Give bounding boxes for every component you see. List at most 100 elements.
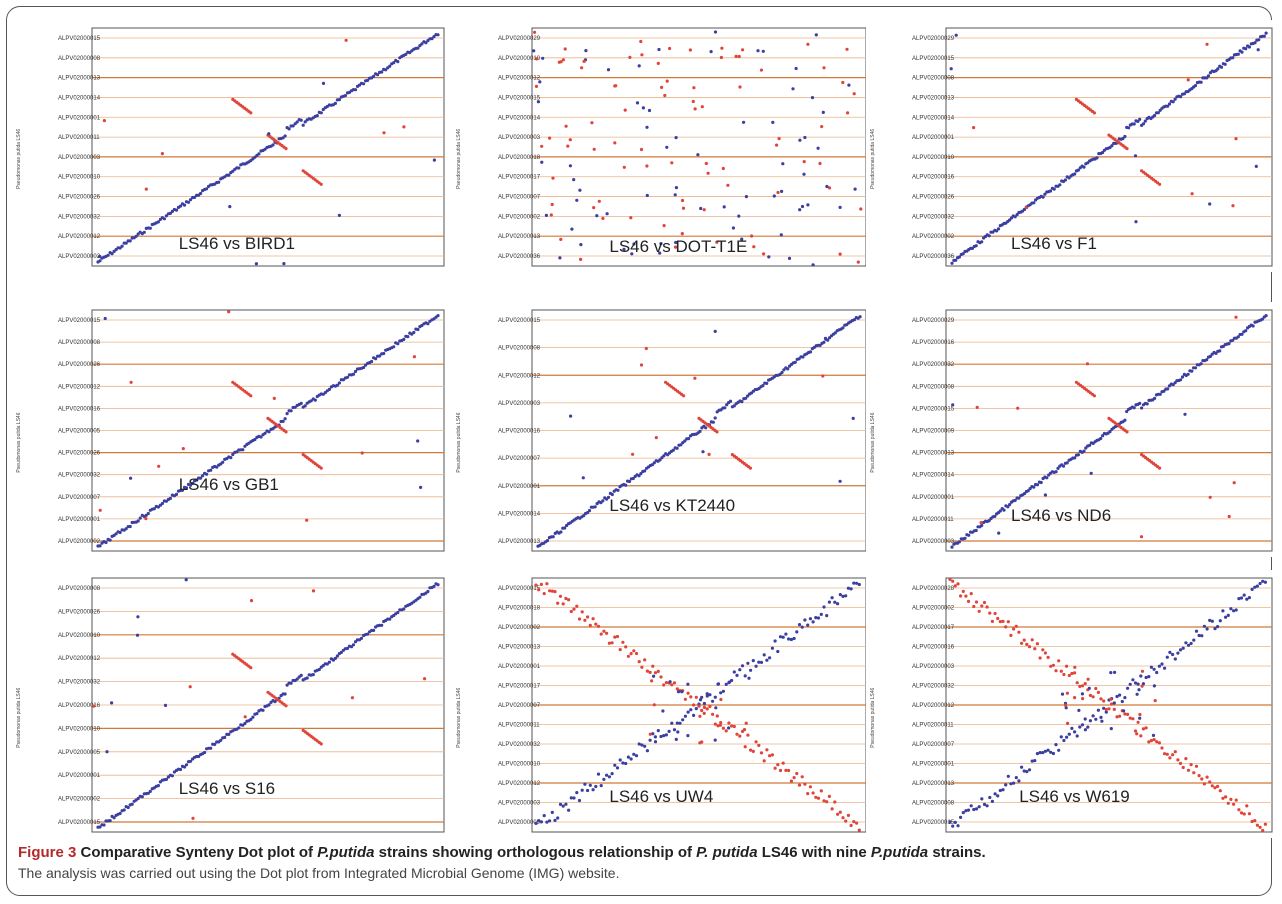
forward-match-dot — [1070, 726, 1074, 730]
forward-match-dot — [1167, 102, 1172, 106]
forward-match-dot — [721, 689, 725, 693]
forward-match-dot — [532, 49, 536, 53]
y-tick-label: ALPV02000015 — [58, 36, 101, 42]
forward-match-dot — [1141, 122, 1146, 126]
reverse-match-dot — [844, 819, 848, 823]
forward-match-dot — [182, 203, 187, 207]
forward-match-dot — [1231, 338, 1235, 342]
reverse-match-dot — [816, 796, 821, 800]
reverse-match-dot — [814, 795, 818, 799]
y-tick-label: ALPV02000036 — [912, 254, 955, 260]
forward-match-dot — [1120, 699, 1124, 704]
forward-match-dot — [259, 435, 263, 439]
reverse-match-dot — [556, 601, 560, 605]
reverse-match-dot — [969, 592, 973, 596]
forward-match-dot — [1218, 349, 1222, 353]
caption-part: LS46 with nine — [757, 844, 871, 861]
forward-match-dot — [180, 488, 185, 492]
y-tick-label: ALPV02000029 — [912, 36, 955, 42]
forward-match-dot — [1046, 748, 1050, 752]
forward-match-dot — [1192, 638, 1196, 642]
forward-match-dot — [632, 242, 636, 246]
forward-match-dot — [301, 123, 305, 127]
forward-match-dot — [1110, 144, 1114, 148]
y-tick-label: ALPV02000002 — [498, 214, 541, 220]
forward-match-dot — [1101, 150, 1105, 155]
forward-match-dot — [1132, 122, 1136, 126]
forward-match-dot — [1101, 434, 1105, 438]
reverse-match-dot — [754, 740, 758, 744]
reverse-match-dot — [1202, 782, 1206, 786]
reverse-match-dot — [737, 54, 741, 59]
forward-match-dot — [977, 805, 981, 809]
y-tick-label: ALPV02000001 — [58, 773, 101, 779]
reverse-match-dot — [762, 252, 766, 256]
forward-match-dot — [686, 682, 690, 686]
reverse-match-dot — [1149, 739, 1153, 743]
reverse-match-dot — [1226, 801, 1230, 805]
reverse-match-dot — [784, 768, 788, 772]
forward-match-dot — [846, 586, 850, 590]
y-axis-title: Pseudomonas putida LS46 — [456, 129, 462, 189]
forward-match-dot — [188, 483, 193, 487]
forward-match-dot — [257, 152, 261, 156]
forward-match-dot — [263, 431, 267, 435]
forward-match-dot — [1123, 696, 1127, 700]
forward-match-dot — [974, 244, 978, 248]
forward-match-dot — [1253, 41, 1257, 45]
reverse-match-dot — [1239, 811, 1244, 815]
reverse-match-dot — [682, 394, 686, 398]
reverse-match-dot — [1192, 771, 1196, 775]
forward-match-dot — [426, 322, 430, 326]
forward-match-dot — [1025, 770, 1029, 774]
forward-match-dot — [1234, 608, 1238, 612]
forward-match-dot — [199, 191, 203, 196]
reverse-match-dot — [713, 722, 717, 726]
reverse-match-dot — [744, 721, 748, 725]
forward-match-dot — [601, 499, 605, 503]
reverse-match-dot — [559, 237, 563, 241]
dot-plot-svg: Pseudomonas putida LS46 ALPV02000015 ALPV0… — [16, 27, 445, 267]
forward-match-dot — [1006, 774, 1010, 778]
forward-match-dot — [686, 710, 690, 714]
forward-match-dot — [1140, 406, 1144, 410]
reverse-match-dot — [1125, 147, 1129, 151]
forward-match-dot — [362, 82, 366, 86]
y-tick-label: ALPV02000013 — [912, 95, 955, 101]
forward-match-dot — [315, 114, 319, 118]
reverse-match-dot — [631, 452, 635, 456]
y-tick-label: ALPV02000016 — [58, 703, 101, 709]
forward-match-dot — [406, 335, 410, 339]
forward-match-dot — [794, 66, 798, 71]
forward-match-dot — [1062, 738, 1066, 743]
forward-match-dot — [626, 755, 630, 759]
reverse-match-dot — [776, 763, 780, 767]
forward-match-dot — [833, 600, 837, 604]
forward-match-dot — [1080, 692, 1084, 696]
y-tick-label: ALPV02000028 — [912, 586, 955, 592]
reverse-match-dot — [319, 742, 323, 746]
reverse-match-dot — [1054, 669, 1058, 673]
forward-match-dot — [1216, 625, 1220, 629]
forward-match-dot — [1143, 119, 1147, 123]
reverse-match-dot — [719, 55, 723, 60]
y-tick-label: ALPV02000002 — [498, 625, 541, 631]
reverse-match-dot — [738, 85, 742, 89]
forward-match-dot — [402, 337, 406, 341]
y-tick-label: ALPV02000007 — [58, 495, 101, 501]
reverse-match-dot — [1012, 627, 1016, 631]
forward-match-dot — [811, 620, 815, 624]
reverse-match-dot — [693, 376, 697, 380]
forward-match-dot — [852, 318, 856, 322]
reverse-match-dot — [718, 723, 722, 727]
forward-match-dot — [129, 476, 133, 480]
reverse-match-dot — [727, 721, 731, 725]
forward-match-dot — [1048, 189, 1053, 193]
reverse-match-dot — [664, 681, 668, 685]
forward-match-dot — [581, 476, 585, 480]
forward-match-dot — [844, 594, 848, 598]
forward-match-dot — [1200, 634, 1204, 638]
forward-match-dot — [740, 400, 744, 404]
forward-match-dot — [353, 369, 358, 374]
forward-match-dot — [599, 784, 603, 788]
